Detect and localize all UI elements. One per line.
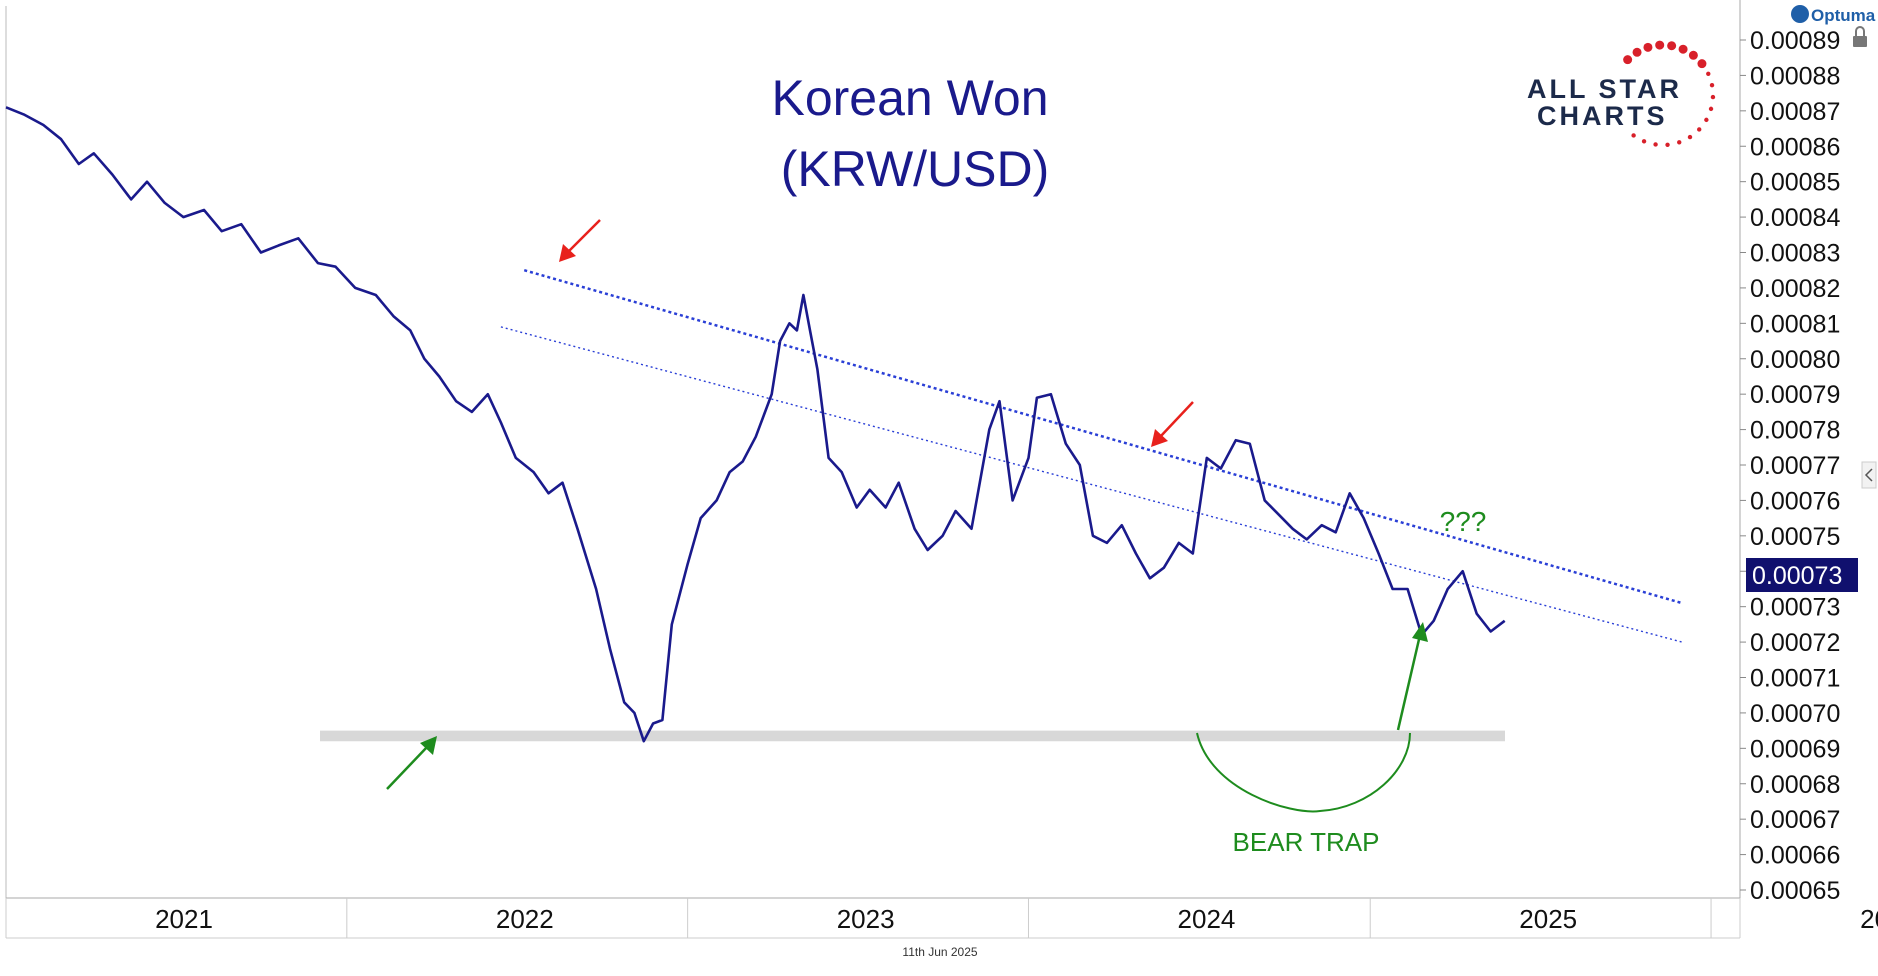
- logo-star: [1706, 71, 1711, 76]
- logo-star: [1653, 142, 1658, 147]
- y-tick-label: 0.00075: [1750, 523, 1840, 551]
- logo-star-ring-icon: [1623, 40, 1716, 147]
- down-arrow-2022-peak: [559, 219, 601, 262]
- optuma-label: Optuma: [1811, 6, 1876, 25]
- lock-icon[interactable]: [1853, 26, 1867, 47]
- logo-star: [1709, 82, 1715, 88]
- y-tick-label: 0.00076: [1750, 487, 1840, 515]
- bear-trap-label: BEAR TRAP: [1233, 827, 1380, 857]
- y-tick-label: 0.00065: [1750, 877, 1840, 905]
- logo-star: [1708, 106, 1714, 112]
- x-tick-label: 2022: [496, 904, 554, 934]
- last-value-label: 0.00073: [1752, 562, 1842, 590]
- y-tick-label: 0.00068: [1750, 771, 1840, 799]
- trendline-lower: [500, 326, 1683, 643]
- series-layer: [5, 106, 1506, 743]
- trendline-layer: [500, 269, 1683, 643]
- logo-star: [1631, 133, 1636, 138]
- y-tick-label: 0.00069: [1750, 735, 1840, 763]
- y-tick-label: 0.00070: [1750, 700, 1840, 728]
- down-arrow-2024-peak: [1151, 401, 1194, 447]
- support-layer: [320, 730, 1505, 742]
- up-arrow-2022-low: [386, 736, 437, 790]
- logo-star: [1655, 40, 1665, 50]
- collapse-panel-button[interactable]: [1861, 461, 1877, 489]
- y-tick-label: 0.00072: [1750, 629, 1840, 657]
- footer-date: 11th Jun 2025: [902, 945, 978, 959]
- logo-star: [1697, 127, 1702, 132]
- bear-trap-arc: [1196, 732, 1411, 813]
- logo-star: [1704, 117, 1709, 123]
- support-band: [320, 730, 1505, 742]
- logo-star: [1677, 140, 1682, 145]
- logo-star: [1641, 139, 1647, 144]
- x-tick-label: 2026: [1860, 904, 1878, 934]
- logo-star: [1667, 41, 1677, 51]
- logo-star: [1710, 94, 1716, 100]
- logo-line2: CHARTS: [1537, 101, 1668, 131]
- x-tick-label: 2024: [1178, 904, 1236, 934]
- y-tick-label: 0.00073: [1750, 594, 1840, 622]
- y-tick-label: 0.00079: [1750, 381, 1840, 409]
- y-tick-label: 0.00084: [1750, 204, 1840, 232]
- y-tick-label: 0.00081: [1750, 310, 1840, 338]
- y-tick-layer: 0.00089 0.00088 0.00087 0.00086 0.00085 0.000…: [1740, 27, 1840, 905]
- y-tick-label: 0.00087: [1750, 98, 1840, 126]
- logo-line1: ALL STAR: [1527, 74, 1682, 104]
- logo-star: [1697, 59, 1707, 69]
- up-arrow-2025-breakout: [1396, 622, 1428, 731]
- x-tick-label: 2021: [155, 904, 213, 934]
- last-value-box: [1746, 558, 1858, 592]
- x-tick-label: 2025: [1519, 904, 1577, 934]
- y-tick-label: 0.00077: [1750, 452, 1840, 480]
- trendline-upper: [523, 269, 1683, 605]
- logo-star: [1665, 142, 1670, 147]
- logo-star: [1678, 44, 1688, 54]
- chart-title: Korean Won: [771, 70, 1048, 126]
- y-tick-label: 0.00083: [1750, 240, 1840, 268]
- logo-star: [1688, 50, 1698, 60]
- y-tick-label: 0.00071: [1750, 665, 1840, 693]
- y-tick-label: 0.00067: [1750, 806, 1840, 834]
- y-tick-label: 0.00082: [1750, 275, 1840, 303]
- logo-star: [1632, 47, 1642, 57]
- chart-subtitle: (KRW/USD): [781, 141, 1050, 197]
- optuma-logo-icon: [1791, 5, 1809, 23]
- y-tick-label: 0.00086: [1750, 133, 1840, 161]
- chevron-left-icon: [1864, 468, 1873, 482]
- logo-star: [1643, 42, 1653, 52]
- series-line: [5, 106, 1506, 743]
- y-tick-label: 0.00085: [1750, 169, 1840, 197]
- x-tick-layer: 2021 2022 2023 2024 2025 2026: [5, 898, 1878, 938]
- y-tick-label: 0.00080: [1750, 346, 1840, 374]
- question-annotation: ???: [1440, 506, 1487, 537]
- y-tick-label: 0.00088: [1750, 62, 1840, 90]
- y-tick-label: 0.00066: [1750, 842, 1840, 870]
- all-star-charts-logo: ALL STAR CHARTS: [1527, 40, 1716, 147]
- y-tick-label: 0.00078: [1750, 417, 1840, 445]
- logo-star: [1623, 55, 1633, 65]
- x-tick-label: 2023: [837, 904, 895, 934]
- y-tick-label: 0.00089: [1750, 27, 1840, 55]
- logo-star: [1687, 134, 1693, 140]
- optuma-badge: Optuma: [1791, 5, 1876, 25]
